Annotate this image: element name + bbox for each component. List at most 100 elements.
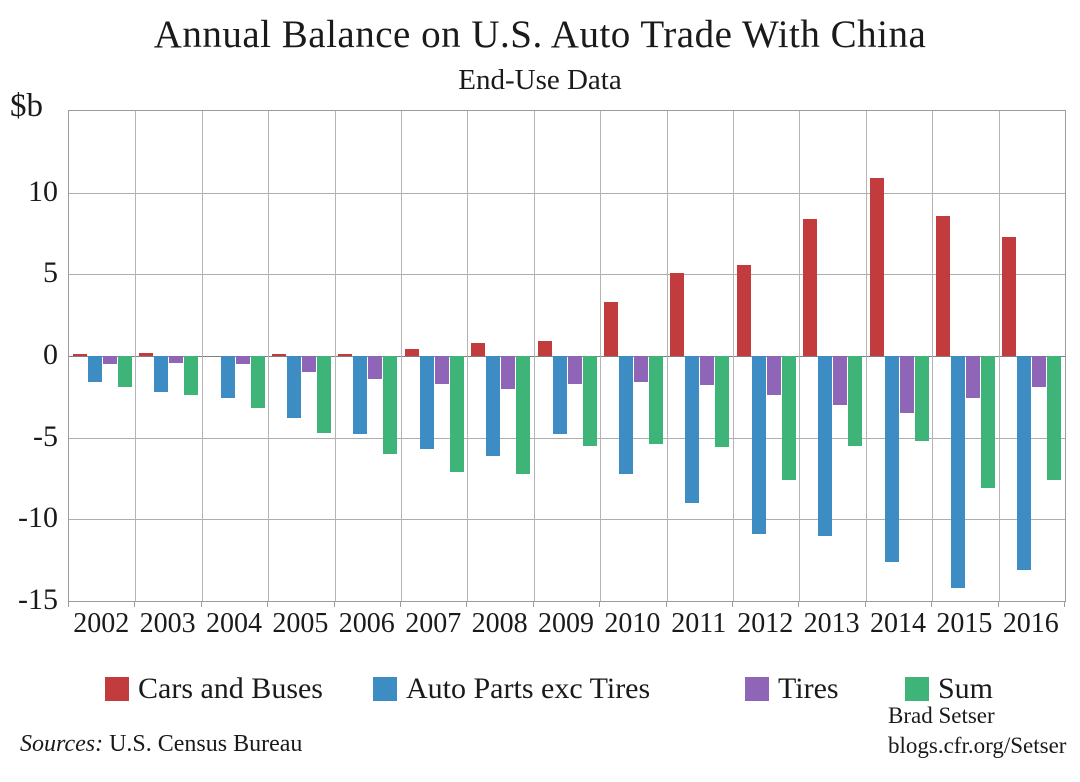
- legend-swatch-cars-and-buses: [105, 677, 129, 701]
- x-tick-label-2005: 2005: [272, 608, 329, 639]
- bar-tires-2008: [501, 356, 516, 389]
- bar-tires-2009: [567, 356, 582, 384]
- x-axis-tick: [864, 601, 866, 607]
- bar-auto-parts-exc-tires-2005: [286, 356, 301, 419]
- legend-swatch-tires: [745, 677, 769, 701]
- gridline-x-boundary: [932, 111, 934, 601]
- x-tick-label-2004: 2004: [205, 608, 262, 639]
- x-tick-label-2012: 2012: [737, 608, 794, 639]
- bar-tires-2004: [235, 356, 250, 365]
- bar-auto-parts-exc-tires-2006: [353, 356, 368, 435]
- chart-title: Annual Balance on U.S. Auto Trade With C…: [153, 13, 927, 56]
- bar-tires-2002: [102, 356, 117, 365]
- zero-gridline: [69, 356, 1065, 357]
- bar-cars-and-buses-2007: [404, 349, 419, 356]
- bar-sum-2010: [648, 356, 663, 445]
- chart-subtitle: End-Use Data: [458, 64, 622, 96]
- gridline-x-boundary: [733, 111, 734, 601]
- x-axis-tick: [134, 601, 136, 607]
- y-tick-label--10: -10: [18, 501, 58, 535]
- gridline-y--10: [69, 519, 1065, 521]
- legend-swatch-sum: [905, 677, 929, 701]
- bar-auto-parts-exc-tires-2009: [552, 356, 567, 435]
- bar-sum-2009: [582, 356, 597, 446]
- gridline-y--5: [69, 437, 1065, 439]
- bar-tires-2006: [368, 356, 383, 379]
- bar-cars-and-buses-2009: [537, 341, 552, 356]
- bar-tires-2012: [766, 356, 781, 396]
- x-axis-tick: [1064, 601, 1065, 607]
- x-axis-tick: [997, 601, 999, 607]
- bar-sum-2006: [383, 356, 398, 454]
- bar-cars-and-buses-2003: [139, 352, 154, 356]
- x-axis-tick: [466, 601, 468, 607]
- gridline-x-boundary: [533, 111, 535, 601]
- bar-auto-parts-exc-tires-2013: [818, 356, 833, 536]
- bar-sum-2003: [184, 356, 199, 396]
- bar-cars-and-buses-2016: [1002, 236, 1017, 356]
- legend-label-auto-parts-exc-tires: Auto Parts exc Tires: [406, 672, 651, 705]
- bar-cars-and-buses-2008: [471, 342, 486, 356]
- y-axis-unit-label: $b: [10, 88, 43, 124]
- legend-swatch-auto-parts-exc-tires: [373, 677, 397, 701]
- bar-tires-2014: [899, 356, 914, 414]
- x-tick-label-2008: 2008: [471, 608, 528, 639]
- bar-cars-and-buses-2006: [338, 354, 353, 356]
- x-tick-label-2016: 2016: [1002, 608, 1059, 639]
- y-tick-label-0: 0: [43, 338, 58, 371]
- x-axis-tick: [599, 601, 601, 607]
- bar-sum-2004: [250, 356, 265, 409]
- x-tick-label-2013: 2013: [803, 608, 860, 639]
- credit-author: Brad Setser: [888, 703, 995, 728]
- x-tick-label-2010: 2010: [604, 608, 661, 639]
- x-tick-label-2009: 2009: [537, 608, 594, 639]
- x-axis-tick: [732, 601, 733, 607]
- bar-auto-parts-exc-tires-2016: [1017, 356, 1032, 570]
- bar-tires-2007: [434, 356, 449, 384]
- x-axis-tick: [333, 601, 335, 607]
- bar-auto-parts-exc-tires-2015: [950, 356, 965, 588]
- bar-auto-parts-exc-tires-2014: [884, 356, 899, 562]
- legend-label-tires: Tires: [778, 672, 839, 705]
- bar-cars-and-buses-2010: [603, 302, 618, 356]
- bar-auto-parts-exc-tires-2004: [220, 356, 235, 399]
- bar-tires-2005: [301, 356, 316, 373]
- x-axis-tick: [665, 601, 667, 607]
- bar-sum-2014: [914, 356, 929, 441]
- bar-sum-2012: [781, 356, 796, 481]
- x-axis-tick: [798, 601, 800, 607]
- x-tick-label-2003: 2003: [139, 608, 196, 639]
- gridline-y-5: [69, 274, 1065, 276]
- x-tick-label-2011: 2011: [671, 608, 727, 639]
- y-tick-label-5: 5: [43, 256, 58, 290]
- bar-sum-2005: [316, 356, 331, 433]
- bar-auto-parts-exc-tires-2007: [419, 356, 434, 450]
- bar-tires-2003: [169, 356, 184, 363]
- gridline-x-boundary: [799, 111, 801, 601]
- credit-url: blogs.cfr.org/Setser: [888, 733, 1067, 758]
- gridline-x-boundary: [401, 111, 402, 601]
- bar-cars-and-buses-2013: [803, 218, 818, 356]
- bar-sum-2013: [848, 356, 863, 446]
- bar-sum-2011: [715, 356, 730, 448]
- bar-sum-2002: [117, 356, 132, 388]
- bar-auto-parts-exc-tires-2012: [751, 356, 766, 535]
- x-axis-tick: [532, 601, 534, 607]
- bar-tires-2011: [700, 356, 715, 386]
- bar-cars-and-buses-2012: [736, 264, 751, 356]
- y-tick-label--15: -15: [18, 583, 58, 616]
- x-tick-label-2002: 2002: [73, 608, 130, 639]
- x-tick-label-2015: 2015: [936, 608, 993, 639]
- bar-auto-parts-exc-tires-2010: [618, 356, 633, 474]
- gridline-x-boundary: [467, 111, 469, 601]
- gridline-x-boundary: [666, 111, 668, 601]
- bar-sum-2016: [1047, 356, 1062, 481]
- gridline-x-boundary: [135, 111, 137, 601]
- x-axis-tick: [267, 601, 269, 607]
- x-tick-label-2006: 2006: [338, 608, 395, 639]
- x-tick-label-2007: 2007: [405, 608, 462, 639]
- sources-label: Sources:: [20, 731, 104, 757]
- bar-cars-and-buses-2014: [869, 177, 884, 356]
- gridline-x-boundary: [865, 111, 867, 601]
